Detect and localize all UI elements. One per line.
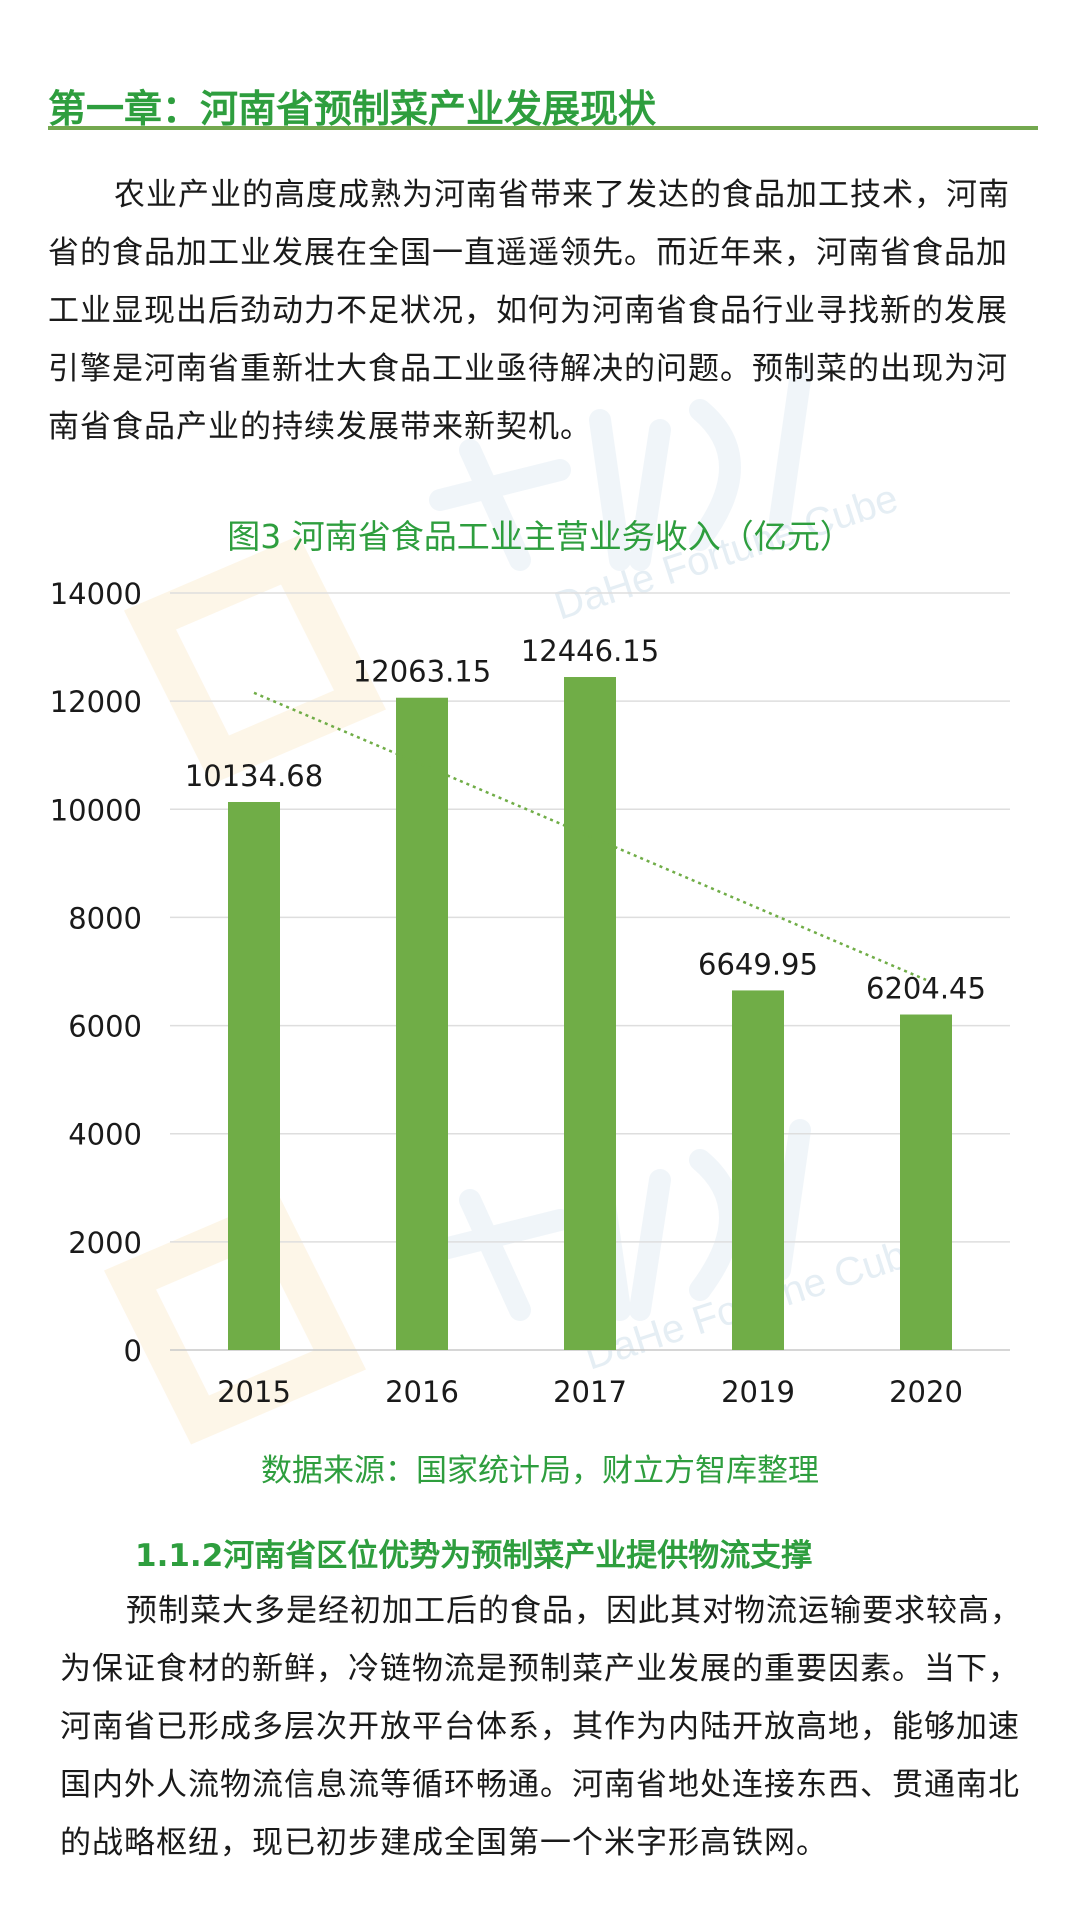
chart-title: 图3 河南省食品工业主营业务收入（亿元） bbox=[227, 517, 853, 556]
bar bbox=[396, 697, 448, 1350]
y-tick-label: 10000 bbox=[50, 793, 142, 827]
data-label: 10134.68 bbox=[185, 759, 323, 793]
title-divider bbox=[48, 126, 1038, 130]
bar bbox=[900, 1014, 952, 1350]
y-tick-label: 14000 bbox=[50, 577, 142, 611]
y-tick-label: 2000 bbox=[68, 1226, 142, 1260]
y-tick-label: 0 bbox=[124, 1334, 142, 1368]
bar bbox=[228, 802, 280, 1350]
bar bbox=[564, 677, 616, 1350]
section-paragraph: 预制菜大多是经初加工后的食品，因此其对物流运输要求较高，为保证食材的新鲜，冷链物… bbox=[60, 1593, 1022, 1861]
data-label: 6204.45 bbox=[866, 972, 986, 1006]
y-tick-label: 8000 bbox=[68, 901, 142, 935]
data-label: 12063.15 bbox=[353, 655, 491, 689]
data-label: 6649.95 bbox=[698, 947, 818, 981]
y-tick-label: 12000 bbox=[50, 685, 142, 719]
x-tick-label: 2020 bbox=[889, 1375, 963, 1409]
x-tick-label: 2015 bbox=[217, 1375, 291, 1409]
x-tick-label: 2017 bbox=[553, 1375, 627, 1409]
x-tick-label: 2019 bbox=[721, 1375, 795, 1409]
section-heading: 1.1.2河南省区位优势为预制菜产业提供物流支撑 bbox=[135, 1538, 813, 1574]
chapter-title: 第一章：河南省预制菜产业发展现状 bbox=[48, 87, 657, 131]
x-tick-label: 2016 bbox=[385, 1375, 459, 1409]
chart-source-note: 数据来源：国家统计局，财立方智库整理 bbox=[261, 1453, 819, 1489]
intro-paragraph: 农业产业的高度成熟为河南省带来了发达的食品加工技术，河南省的食品加工业发展在全国… bbox=[48, 177, 1010, 445]
bar bbox=[732, 990, 784, 1350]
y-tick-label: 6000 bbox=[68, 1010, 142, 1044]
trendline bbox=[253, 691, 927, 982]
bar-chart: 0 2000 4000 6000 8000 10000 12000 14000 10134.68… bbox=[50, 577, 1010, 1409]
data-label: 12446.15 bbox=[521, 634, 659, 668]
y-tick-label: 4000 bbox=[68, 1118, 142, 1152]
